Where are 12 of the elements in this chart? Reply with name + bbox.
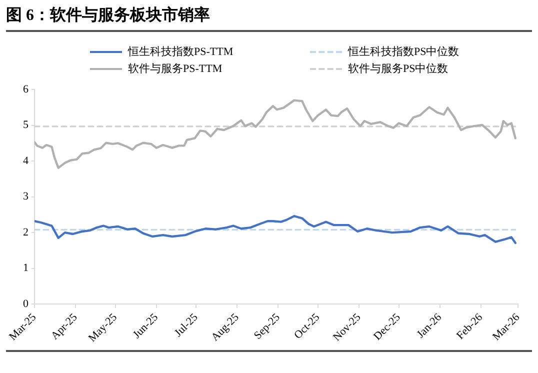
y-tick-label: 6 — [23, 83, 29, 96]
y-tick-label: 2 — [23, 226, 28, 238]
legend-label: 恒生科技指数PS-TTM — [128, 45, 234, 59]
y-tick-label: 5 — [23, 119, 29, 132]
legend-label: 软件与服务PS-TTM — [128, 62, 222, 76]
y-tick-label: 4 — [23, 154, 29, 167]
y-tick-label: 3 — [23, 190, 29, 203]
legend-label: 恒生科技指数PS中位数 — [348, 45, 460, 59]
legend-label: 软件与服务PS中位数 — [348, 62, 448, 76]
y-tick-label: 0 — [23, 298, 29, 310]
y-tick-label: 1 — [23, 262, 28, 274]
chart-title: 图 6：软件与服务板块市销率 — [6, 4, 532, 32]
